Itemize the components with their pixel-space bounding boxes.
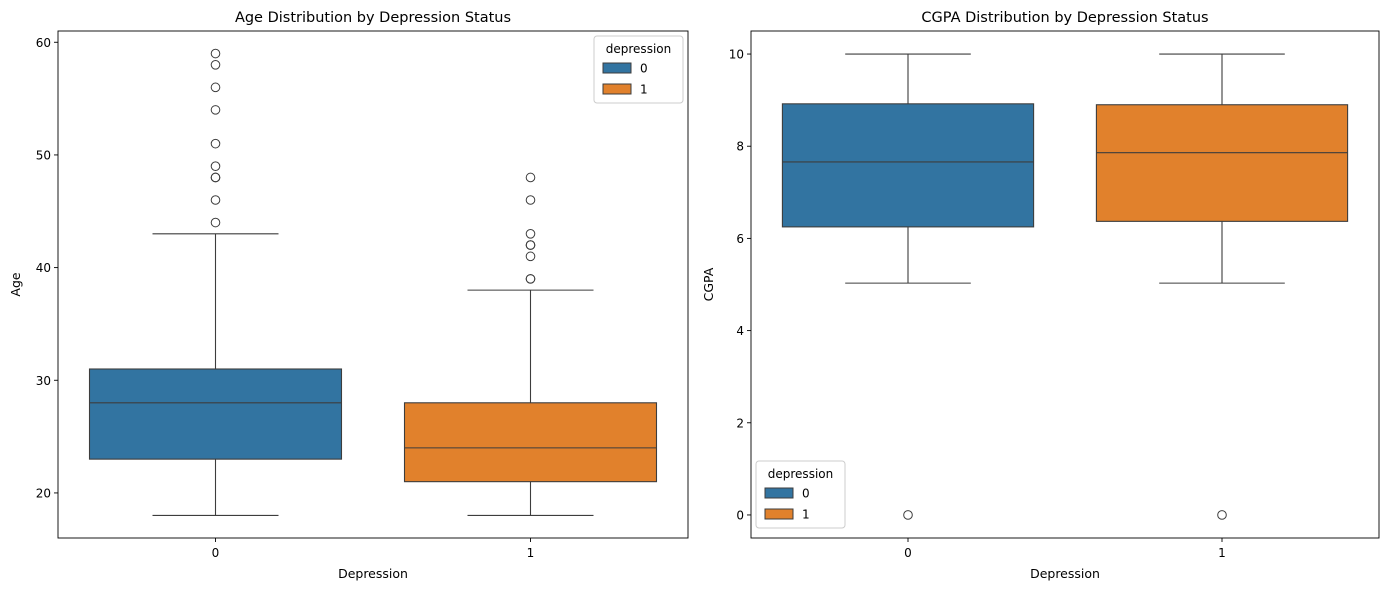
legend-swatch-1 xyxy=(764,508,794,520)
outlier-point xyxy=(525,251,536,262)
legend-swatch-0 xyxy=(602,62,632,74)
outlier-point xyxy=(210,161,221,171)
chart-title: Age Distribution by Depression Status xyxy=(235,10,511,26)
box-iqr xyxy=(88,368,343,460)
outlier-point xyxy=(210,217,221,228)
outlier-point xyxy=(525,195,536,205)
box-1 xyxy=(403,172,658,517)
y-tick-label: 6 xyxy=(736,232,744,246)
y-axis-label: Age xyxy=(8,272,23,296)
outlier-point xyxy=(210,60,221,70)
outlier-point xyxy=(210,172,221,183)
x-tick-label: 1 xyxy=(1218,546,1226,560)
box-0 xyxy=(88,48,343,517)
outlier-point xyxy=(903,510,913,520)
box-iqr xyxy=(1095,104,1349,222)
x-tick-label: 0 xyxy=(212,546,220,560)
y-tick-label: 8 xyxy=(736,140,744,154)
legend-title: depression xyxy=(768,467,833,481)
x-axis-label: Depression xyxy=(1030,566,1100,581)
outlier-point xyxy=(210,105,221,115)
y-tick-label: 10 xyxy=(729,48,744,62)
legend: depression 0 1 xyxy=(755,460,846,529)
outlier-point xyxy=(210,48,221,59)
y-tick-label: 50 xyxy=(36,148,51,162)
outlier-point xyxy=(1217,510,1227,520)
box-iqr xyxy=(781,103,1035,228)
legend-label-0: 0 xyxy=(802,487,810,501)
y-axis-label: CGPA xyxy=(701,267,716,301)
legend: depression 0 1 xyxy=(593,35,684,104)
y-tick-label: 60 xyxy=(36,36,51,50)
x-tick-label: 0 xyxy=(904,546,912,560)
y-tick-label: 20 xyxy=(36,486,51,500)
chart-panel-2: CGPA Distribution by Depression Status De… xyxy=(701,10,1380,581)
box-iqr xyxy=(403,402,658,483)
chart-panel-1: Age Distribution by Depression Status Dep… xyxy=(8,10,689,581)
outlier-point xyxy=(525,274,536,284)
legend-title: depression xyxy=(606,42,671,56)
y-tick-label: 40 xyxy=(36,261,51,275)
box-0 xyxy=(781,53,1035,520)
axes-frame xyxy=(750,30,1380,539)
axes-frame xyxy=(57,30,689,539)
y-tick-label: 0 xyxy=(736,508,744,522)
legend-swatch-1 xyxy=(602,83,632,95)
outlier-point xyxy=(525,172,536,183)
y-tick-label: 30 xyxy=(36,374,51,388)
outlier-point xyxy=(210,195,221,205)
outlier-point xyxy=(525,240,536,250)
outlier-point xyxy=(525,229,536,239)
outlier-point xyxy=(210,82,221,93)
x-axis-label: Depression xyxy=(338,566,408,581)
legend-label-1: 1 xyxy=(640,83,648,97)
legend-swatch-0 xyxy=(764,487,794,499)
box-1 xyxy=(1095,53,1349,520)
x-tick-label: 1 xyxy=(527,546,535,560)
outlier-point xyxy=(210,138,221,149)
chart-title: CGPA Distribution by Depression Status xyxy=(921,10,1208,26)
legend-label-0: 0 xyxy=(640,62,648,76)
y-tick-label: 2 xyxy=(736,416,744,430)
legend-label-1: 1 xyxy=(802,508,810,522)
y-tick-label: 4 xyxy=(736,324,744,338)
